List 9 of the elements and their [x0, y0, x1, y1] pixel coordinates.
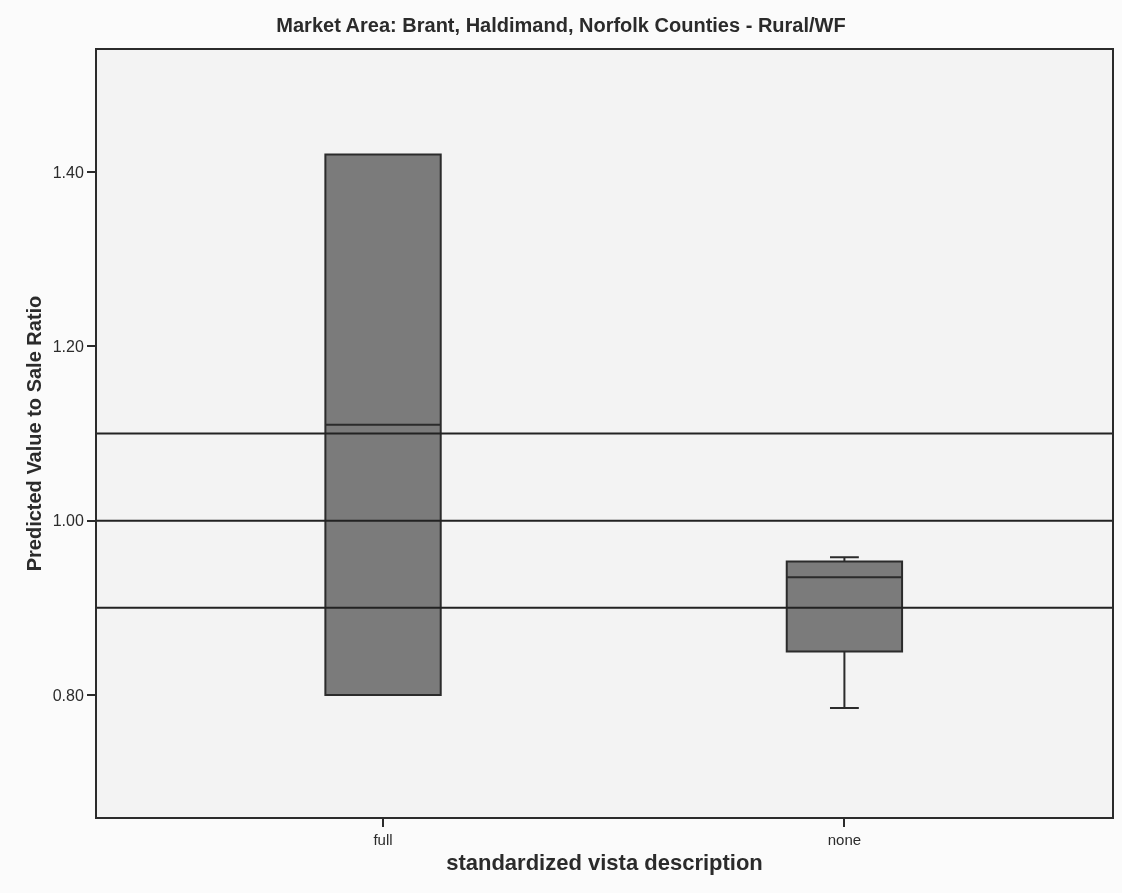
chart-title: Market Area: Brant, Haldimand, Norfolk Counties - Rural/WF: [276, 13, 846, 36]
x-tick-label: full: [373, 831, 393, 848]
y-tick-label: 0.80: [52, 686, 84, 704]
y-tick-label: 1.00: [52, 512, 84, 530]
y-tick-label: 1.20: [52, 337, 84, 355]
x-axis-title: standardized vista description: [446, 850, 763, 876]
y-tick-label: 1.40: [52, 163, 84, 181]
x-tick-label: none: [827, 831, 862, 848]
y-axis-title: Predicted Value to Sale Ratio: [22, 295, 45, 572]
